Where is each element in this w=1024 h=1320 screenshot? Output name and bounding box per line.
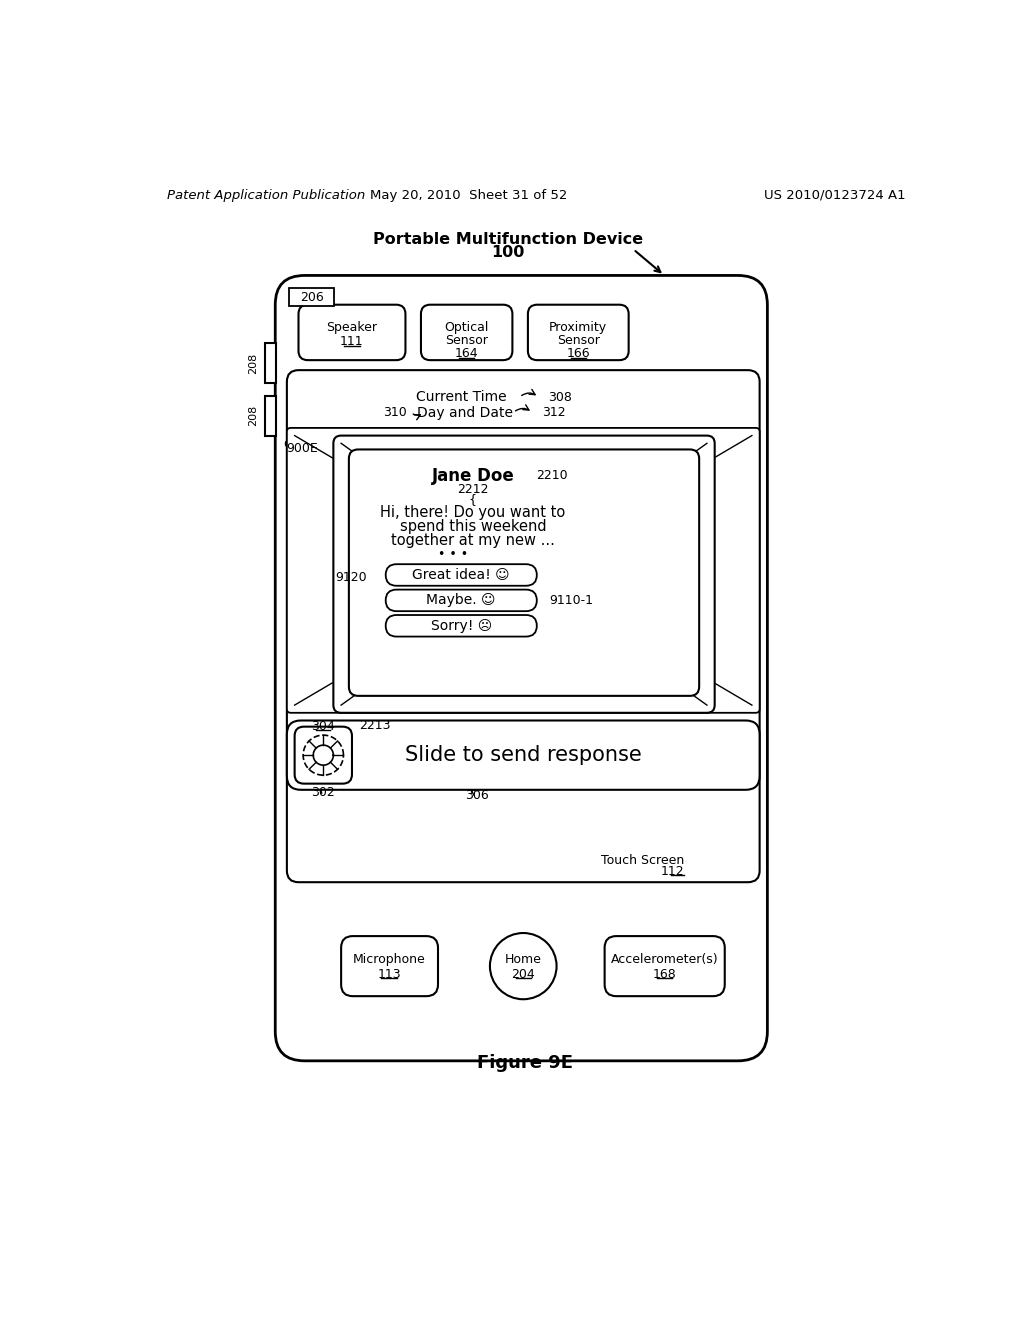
- Bar: [265, 396, 276, 436]
- Text: 304: 304: [311, 721, 335, 733]
- Text: • • •: • • •: [438, 548, 469, 561]
- FancyBboxPatch shape: [334, 436, 715, 713]
- Text: Sorry! ☹: Sorry! ☹: [431, 619, 492, 632]
- Bar: [265, 343, 276, 383]
- FancyBboxPatch shape: [287, 721, 760, 789]
- FancyBboxPatch shape: [386, 590, 537, 611]
- Text: 900E: 900E: [286, 442, 317, 455]
- Text: US 2010/0123724 A1: US 2010/0123724 A1: [764, 189, 905, 202]
- Text: Day and Date: Day and Date: [417, 405, 513, 420]
- Text: 9110-1: 9110-1: [550, 594, 594, 607]
- Text: spend this weekend: spend this weekend: [399, 519, 546, 535]
- Text: 9120: 9120: [335, 570, 367, 583]
- Text: 113: 113: [378, 968, 401, 981]
- Text: 2212: 2212: [457, 483, 488, 496]
- Text: Proximity: Proximity: [549, 321, 607, 334]
- Text: 168: 168: [652, 968, 676, 981]
- Text: together at my new ...: together at my new ...: [391, 533, 555, 548]
- Text: May 20, 2010  Sheet 31 of 52: May 20, 2010 Sheet 31 of 52: [371, 189, 567, 202]
- FancyBboxPatch shape: [275, 276, 767, 1061]
- Text: Touch Screen: Touch Screen: [601, 854, 684, 867]
- Text: 306: 306: [465, 789, 488, 803]
- Text: {: {: [469, 492, 477, 506]
- Text: Sensor: Sensor: [557, 334, 600, 347]
- Text: 112: 112: [660, 865, 684, 878]
- FancyBboxPatch shape: [299, 305, 406, 360]
- Text: Figure 9E: Figure 9E: [477, 1055, 572, 1072]
- Text: 208: 208: [249, 352, 258, 374]
- Text: 164: 164: [455, 347, 478, 360]
- Text: 2210: 2210: [536, 469, 567, 482]
- Text: Great idea! ☺: Great idea! ☺: [413, 568, 510, 582]
- Text: 166: 166: [566, 347, 590, 360]
- Text: 302: 302: [311, 787, 335, 800]
- Text: 206: 206: [300, 290, 324, 304]
- Text: Sensor: Sensor: [445, 334, 488, 347]
- Text: 312: 312: [542, 407, 565, 418]
- FancyBboxPatch shape: [604, 936, 725, 997]
- FancyBboxPatch shape: [528, 305, 629, 360]
- Text: 310: 310: [383, 407, 407, 418]
- FancyBboxPatch shape: [386, 564, 537, 586]
- Text: Current Time: Current Time: [416, 391, 507, 404]
- Text: Portable Multifunction Device: Portable Multifunction Device: [373, 232, 643, 247]
- Text: 100: 100: [492, 244, 524, 260]
- Text: 308: 308: [548, 391, 572, 404]
- Text: 208: 208: [249, 405, 258, 426]
- FancyBboxPatch shape: [295, 726, 352, 784]
- Text: Patent Application Publication: Patent Application Publication: [167, 189, 365, 202]
- Text: 204: 204: [511, 968, 536, 981]
- Text: Wallpaper image: Wallpaper image: [466, 444, 584, 458]
- Text: Speaker: Speaker: [327, 321, 378, 334]
- FancyBboxPatch shape: [341, 936, 438, 997]
- FancyBboxPatch shape: [349, 449, 699, 696]
- Bar: [289, 288, 334, 306]
- FancyBboxPatch shape: [287, 370, 760, 882]
- Text: Accelerometer(s): Accelerometer(s): [610, 953, 718, 966]
- Text: 111: 111: [340, 335, 364, 348]
- Text: Home: Home: [505, 953, 542, 966]
- FancyBboxPatch shape: [287, 428, 760, 713]
- FancyBboxPatch shape: [421, 305, 512, 360]
- Text: 2213: 2213: [359, 719, 390, 733]
- Text: Jane Doe: Jane Doe: [431, 467, 514, 484]
- Text: Optical: Optical: [444, 321, 488, 334]
- Text: Slide to send response: Slide to send response: [404, 746, 642, 766]
- FancyBboxPatch shape: [386, 615, 537, 636]
- Text: Microphone: Microphone: [353, 953, 426, 966]
- Text: Hi, there! Do you want to: Hi, there! Do you want to: [380, 506, 565, 520]
- Text: Maybe. ☺: Maybe. ☺: [427, 594, 496, 607]
- Text: 314: 314: [512, 457, 538, 470]
